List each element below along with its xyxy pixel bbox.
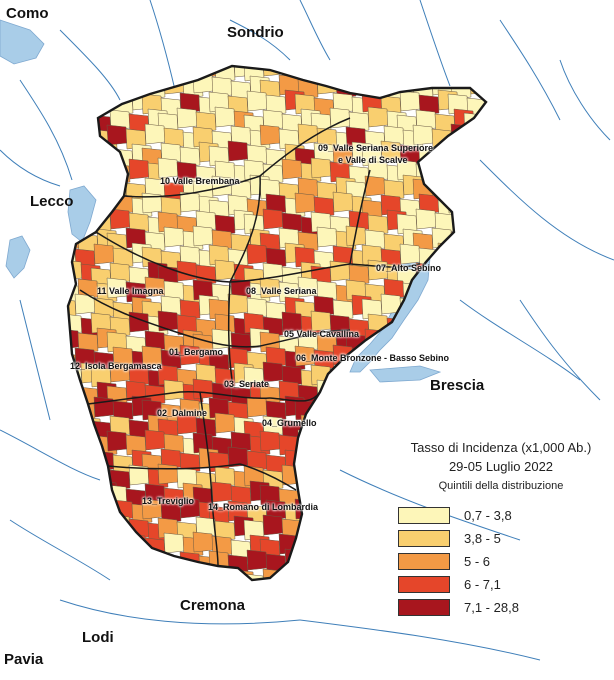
district-label-06: 06_Monte Bronzone - Basso Sebino	[296, 353, 450, 363]
place-label-sondrio: Sondrio	[227, 24, 284, 41]
legend-label-4: 6 - 7,1	[464, 577, 501, 592]
district-boundaries	[79, 117, 421, 567]
district-label-04: 04_Grumello	[262, 418, 317, 428]
district-label-14: 14_Romano di Lombardia	[208, 502, 319, 512]
legend-swatch-4	[398, 576, 450, 593]
legend-label-3: 5 - 6	[464, 554, 491, 569]
district-label-01: 01_Bergamo	[169, 347, 224, 357]
district-label-12: 12_Isola Bergamasca	[70, 361, 162, 371]
legend-title: Tasso di Incidenza (x1,000 Ab.)	[410, 440, 592, 455]
place-label-como: Como	[6, 5, 49, 22]
place-label-lecco: Lecco	[30, 193, 74, 210]
district-label-07: 07_Alto Sebino	[376, 263, 442, 273]
place-label-lodi: Lodi	[82, 629, 114, 646]
municipality-cells	[68, 66, 486, 580]
province-outline	[66, 64, 488, 582]
district-label-09-line2: e Valle di Scalve	[338, 155, 408, 165]
rivers-layer	[0, 0, 614, 661]
legend-subtitle: Quintili della distribuzione	[438, 480, 564, 492]
place-label-brescia: Brescia	[430, 377, 485, 394]
district-label-08: 08_Valle Seriana	[246, 286, 317, 296]
district-label-09-line1: 09_Valle Seriana Superiore	[318, 143, 434, 153]
legend-period: 29-05 Luglio 2022	[448, 459, 554, 474]
district-label-03: 03_Seriate	[224, 379, 270, 389]
district-label-02: 02_Dalmine	[157, 408, 208, 418]
place-label-cremona: Cremona	[180, 597, 246, 614]
district-label-05: 05 Valle Cavallina	[284, 329, 360, 339]
legend-swatch-1	[398, 507, 450, 524]
legend-swatch-3	[398, 553, 450, 570]
legend-swatch-5	[398, 599, 450, 616]
district-label-10: 10 Valle Brembana	[160, 176, 240, 186]
place-label-pavia: Pavia	[4, 651, 44, 668]
legend-swatch-2	[398, 530, 450, 547]
legend-label-2: 3,8 - 5	[464, 531, 501, 546]
district-label-11: 11 Valle Imagna	[97, 286, 164, 296]
legend-label-1: 0,7 - 3,8	[464, 508, 512, 523]
legend-label-5: 7,1 - 28,8	[464, 600, 519, 615]
district-label-13: 13_Treviglio	[142, 496, 195, 506]
